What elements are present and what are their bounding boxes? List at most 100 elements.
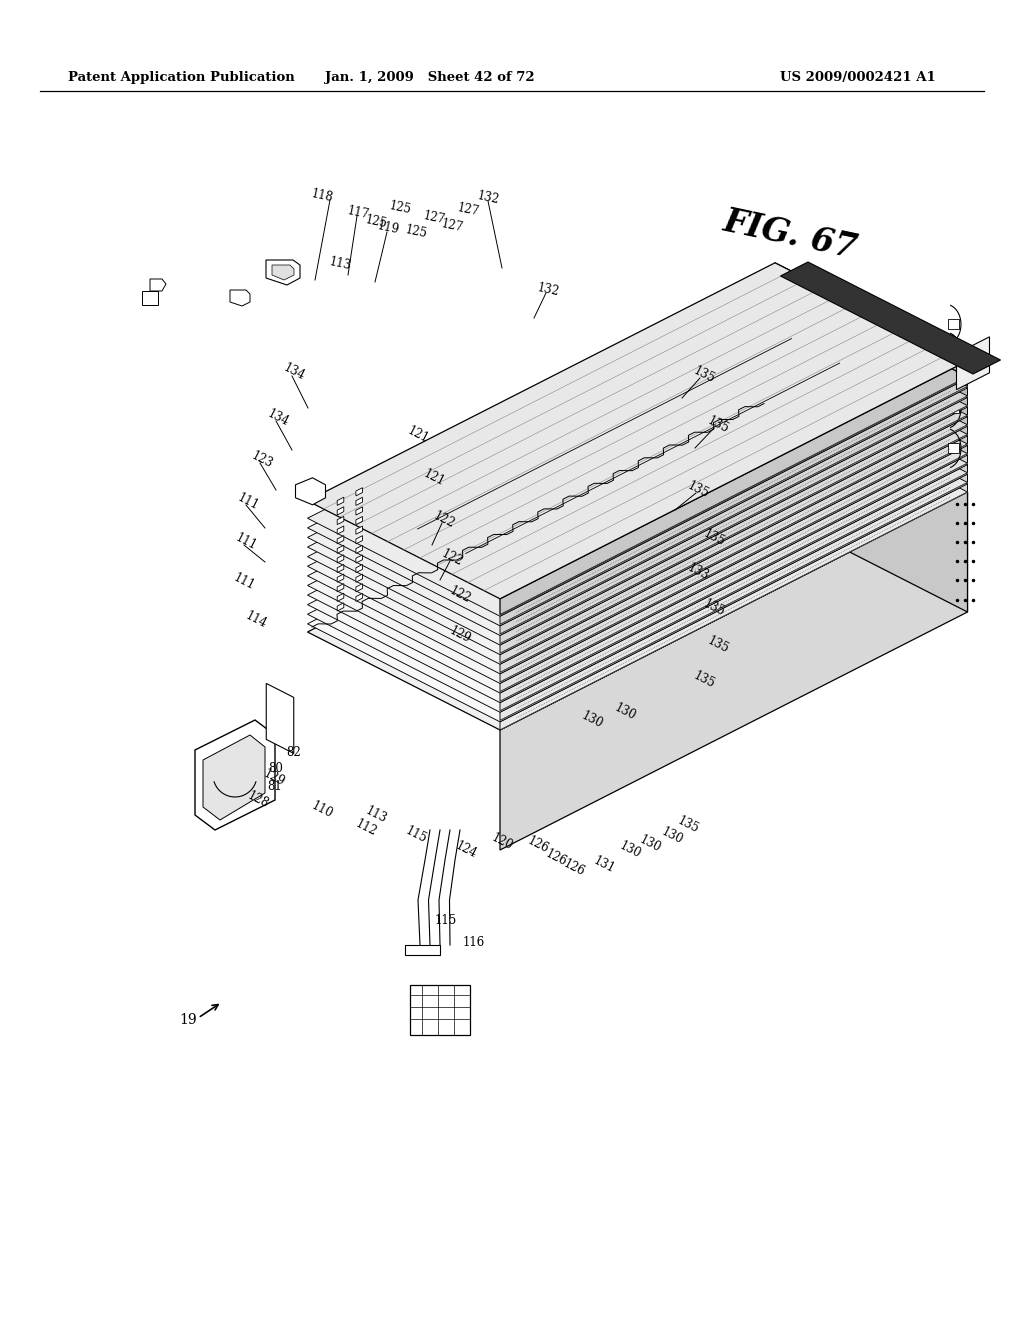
Text: 127: 127 xyxy=(456,202,480,219)
Polygon shape xyxy=(775,393,968,612)
Text: 127: 127 xyxy=(422,210,446,227)
Polygon shape xyxy=(500,474,968,721)
Polygon shape xyxy=(356,507,362,515)
Text: Jan. 1, 2009   Sheet 42 of 72: Jan. 1, 2009 Sheet 42 of 72 xyxy=(326,70,535,83)
Text: 124: 124 xyxy=(454,840,479,861)
Text: 111: 111 xyxy=(233,531,259,553)
Polygon shape xyxy=(356,574,362,582)
Text: 123: 123 xyxy=(249,449,274,471)
Polygon shape xyxy=(500,388,968,634)
Text: 132: 132 xyxy=(536,281,560,298)
Polygon shape xyxy=(356,565,362,573)
Polygon shape xyxy=(307,347,968,684)
Text: 125: 125 xyxy=(403,223,428,240)
Text: 117: 117 xyxy=(346,205,371,222)
Polygon shape xyxy=(337,545,344,553)
Polygon shape xyxy=(775,300,968,405)
Polygon shape xyxy=(500,492,968,850)
Polygon shape xyxy=(775,338,968,444)
Text: 118: 118 xyxy=(310,187,334,205)
Text: 121: 121 xyxy=(406,424,431,446)
Polygon shape xyxy=(956,337,989,389)
Polygon shape xyxy=(307,385,968,722)
Polygon shape xyxy=(337,498,344,506)
Text: 128: 128 xyxy=(245,789,270,810)
Polygon shape xyxy=(307,263,968,599)
Polygon shape xyxy=(500,417,968,663)
Text: 130: 130 xyxy=(612,701,638,723)
Polygon shape xyxy=(500,484,968,730)
Polygon shape xyxy=(307,393,968,730)
Polygon shape xyxy=(307,318,968,655)
Text: 135: 135 xyxy=(701,597,727,619)
Polygon shape xyxy=(337,516,344,524)
Polygon shape xyxy=(500,407,968,653)
Polygon shape xyxy=(356,536,362,544)
Text: 131: 131 xyxy=(591,854,616,876)
Text: 129: 129 xyxy=(447,624,473,645)
Polygon shape xyxy=(150,279,166,290)
Text: 122: 122 xyxy=(439,548,465,569)
Polygon shape xyxy=(948,319,959,330)
Text: 130: 130 xyxy=(659,825,685,847)
Text: 110: 110 xyxy=(309,799,335,821)
Polygon shape xyxy=(337,525,344,535)
Polygon shape xyxy=(337,593,344,602)
Text: 120: 120 xyxy=(489,832,515,853)
Polygon shape xyxy=(780,261,1000,374)
Polygon shape xyxy=(775,290,968,396)
Polygon shape xyxy=(775,385,968,492)
Text: 114: 114 xyxy=(243,609,269,631)
Polygon shape xyxy=(356,593,362,602)
Text: 132: 132 xyxy=(476,189,501,207)
Polygon shape xyxy=(500,445,968,692)
Text: 135: 135 xyxy=(701,527,727,549)
Text: 134: 134 xyxy=(265,407,291,429)
Polygon shape xyxy=(500,397,968,644)
Text: 135: 135 xyxy=(685,479,711,500)
Text: 130: 130 xyxy=(617,840,643,861)
Text: 113: 113 xyxy=(364,804,389,826)
Polygon shape xyxy=(948,347,959,358)
Polygon shape xyxy=(948,404,959,413)
Text: 135: 135 xyxy=(691,364,717,385)
Text: 116: 116 xyxy=(463,936,485,949)
Polygon shape xyxy=(948,371,959,381)
Text: 125: 125 xyxy=(388,199,413,216)
Text: 19: 19 xyxy=(179,1012,197,1027)
Polygon shape xyxy=(337,536,344,544)
Text: 121: 121 xyxy=(421,467,446,488)
Polygon shape xyxy=(307,309,968,645)
Polygon shape xyxy=(142,290,158,305)
Polygon shape xyxy=(307,376,968,713)
Polygon shape xyxy=(948,444,959,453)
Polygon shape xyxy=(307,356,968,693)
Polygon shape xyxy=(296,478,326,504)
Polygon shape xyxy=(500,436,968,682)
Polygon shape xyxy=(307,300,968,635)
Polygon shape xyxy=(337,583,344,591)
Polygon shape xyxy=(356,554,362,564)
Polygon shape xyxy=(337,565,344,573)
Polygon shape xyxy=(307,280,968,616)
Text: 119: 119 xyxy=(376,219,400,236)
Text: 122: 122 xyxy=(447,585,473,606)
Text: 127: 127 xyxy=(439,218,464,235)
Text: 80: 80 xyxy=(268,762,284,775)
Text: 126: 126 xyxy=(543,847,569,869)
Polygon shape xyxy=(266,684,294,754)
Text: 135: 135 xyxy=(706,414,731,436)
Polygon shape xyxy=(307,338,968,673)
Text: 111: 111 xyxy=(236,491,261,512)
Polygon shape xyxy=(775,376,968,482)
Polygon shape xyxy=(337,574,344,582)
Polygon shape xyxy=(775,263,968,376)
Text: 82: 82 xyxy=(287,746,301,759)
Text: 130: 130 xyxy=(580,709,605,731)
Text: FIG. 67: FIG. 67 xyxy=(720,205,860,265)
Polygon shape xyxy=(775,329,968,434)
Text: 133: 133 xyxy=(685,561,711,583)
Polygon shape xyxy=(230,290,250,306)
Text: US 2009/0002421 A1: US 2009/0002421 A1 xyxy=(780,70,936,83)
Polygon shape xyxy=(356,583,362,591)
